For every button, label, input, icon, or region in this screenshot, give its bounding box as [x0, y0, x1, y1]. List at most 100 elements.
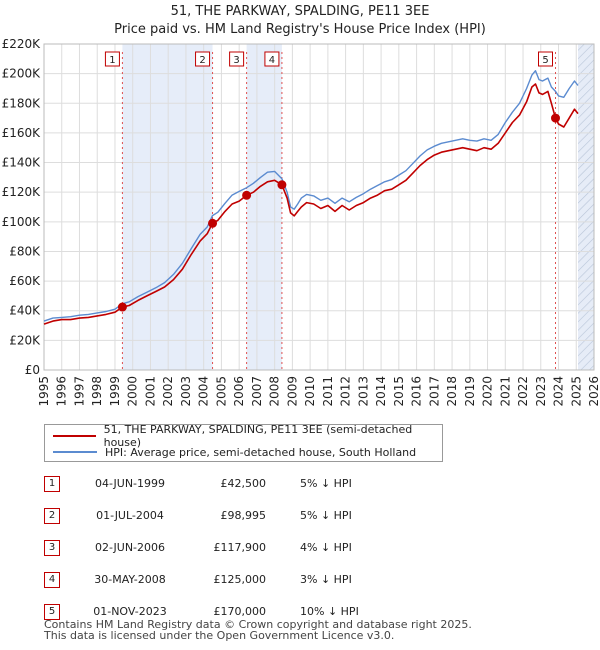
sale-label-box: [229, 51, 245, 67]
sale-number-badge: 2: [44, 508, 60, 524]
x-tick-label: 1997: [72, 376, 86, 407]
y-tick-label: £40K: [9, 304, 41, 318]
y-tick-label: £20K: [9, 333, 41, 347]
x-tick-label: 2021: [498, 376, 512, 407]
legend-item-hpi: HPI: Average price, semi-detached house,…: [53, 444, 416, 460]
x-tick-label: 2015: [392, 376, 406, 407]
x-tick-label: 1999: [108, 376, 122, 407]
x-tick-label: 2018: [445, 376, 459, 407]
sale-point: [551, 113, 560, 123]
hpi-line: [43, 70, 579, 322]
sale-price: £117,900: [213, 541, 267, 554]
x-tick-label: 2004: [197, 376, 211, 407]
plot-frame: [43, 43, 595, 371]
legend-label-hpi: HPI: Average price, semi-detached house,…: [105, 445, 417, 459]
sale-label-text: 1: [109, 55, 115, 66]
x-tick-label: 2005: [214, 376, 228, 407]
sale-label-text: 5: [542, 55, 548, 66]
sale-point: [277, 180, 287, 190]
sale-price: £42,500: [220, 477, 267, 490]
x-tick-label: 2013: [356, 376, 370, 407]
sale-label-box: [195, 51, 211, 67]
x-tick-label: 2012: [339, 376, 353, 407]
x-tick-label: 2023: [534, 376, 548, 407]
sale-date: 01-NOV-2023: [93, 605, 167, 618]
x-tick-label: 2017: [427, 376, 441, 407]
x-tick-label: 2019: [463, 376, 477, 407]
legend: 51, THE PARKWAY, SPALDING, PE11 3EE (sem…: [44, 423, 443, 462]
chart-title: 51, THE PARKWAY, SPALDING, PE11 3EE: [170, 4, 430, 19]
x-tick-label: 2020: [481, 376, 495, 407]
x-tick-label: 2014: [374, 376, 388, 407]
legend-swatch-hpi: [53, 451, 97, 453]
y-tick-label: £80K: [9, 244, 41, 258]
footer-credits: Contains HM Land Registry data © Crown c…: [44, 619, 472, 641]
table-row: 4 30-MAY-2008 £125,000 3% ↓ HPI: [0, 570, 600, 590]
footer-license: This data is licensed under the Open Gov…: [44, 629, 395, 642]
x-tick-label: 2006: [232, 376, 246, 407]
y-tick-label: £220K: [2, 37, 42, 51]
x-tick-label: 2016: [410, 376, 424, 407]
y-tick-label: £180K: [2, 96, 42, 110]
y-tick-label: £200K: [2, 67, 42, 81]
sale-date: 02-JUN-2006: [94, 541, 166, 554]
sale-price: £98,995: [220, 509, 267, 522]
legend-swatch-property: [53, 435, 96, 437]
y-tick-label: £120K: [2, 185, 42, 199]
sale-number-badge: 1: [44, 476, 60, 492]
x-tick-label: 2024: [552, 376, 566, 407]
chart-area: £0 £20K £40K £60K £80K £100K £120K £140K £160K £1…: [2, 37, 600, 407]
sale-hpi-diff: 5% ↓ HPI: [300, 509, 352, 522]
table-row: 3 02-JUN-2006 £117,900 4% ↓ HPI: [0, 538, 600, 558]
shaded-range: [122, 44, 213, 370]
table-row: 1 04-JUN-1999 £42,500 5% ↓ HPI: [0, 474, 600, 494]
sale-point: [208, 218, 218, 228]
x-tick-label: 2007: [250, 376, 264, 407]
shaded-range: [578, 44, 594, 370]
price-chart: £0 £20K £40K £60K £80K £100K £120K £140K £160K £1…: [2, 37, 600, 407]
sale-point: [117, 302, 127, 312]
y-tick-label: £160K: [2, 126, 42, 140]
sale-hpi-diff: 5% ↓ HPI: [300, 477, 352, 490]
sale-label-box: [538, 51, 553, 67]
shaded-range: [246, 44, 282, 370]
table-row: 2 01-JUL-2004 £98,995 5% ↓ HPI: [0, 506, 600, 526]
chart-subtitle: Price paid vs. HM Land Registry's House …: [114, 22, 486, 37]
x-tick-label: 2000: [126, 376, 140, 407]
legend-label-property: 51, THE PARKWAY, SPALDING, PE11 3EE (sem…: [103, 423, 413, 449]
sale-number-badge: 5: [44, 604, 60, 620]
table-row: 5 01-NOV-2023 £170,000 10% ↓ HPI: [0, 602, 600, 622]
sale-label-text: 3: [233, 55, 239, 66]
x-tick-label: 2003: [179, 376, 193, 407]
y-tick-label: £60K: [9, 274, 41, 288]
sale-label-text: 4: [269, 55, 275, 66]
x-tick-label: 1998: [90, 376, 104, 407]
x-tick-label: 2025: [569, 376, 583, 407]
sale-number-badge: 4: [44, 572, 60, 588]
sale-hpi-diff: 10% ↓ HPI: [300, 605, 359, 618]
sale-label-box: [104, 51, 120, 67]
sale-price: £125,000: [213, 573, 267, 586]
x-tick-label: 2022: [516, 376, 530, 407]
sale-hpi-diff: 4% ↓ HPI: [300, 541, 352, 554]
sale-label-box: [264, 51, 280, 67]
x-tick-label: 2011: [321, 376, 335, 407]
x-tick-label: 2009: [285, 376, 299, 407]
y-tick-label: £0: [25, 363, 40, 377]
x-tick-label: 2010: [303, 376, 317, 407]
x-tick-label: 1996: [55, 376, 69, 407]
x-tick-label: 1995: [37, 376, 51, 407]
sale-date: 04-JUN-1999: [94, 477, 166, 490]
legend-item-property: 51, THE PARKWAY, SPALDING, PE11 3EE (sem…: [53, 423, 442, 449]
x-tick-label: 2008: [268, 376, 282, 407]
sale-hpi-diff: 3% ↓ HPI: [300, 573, 352, 586]
x-tick-label: 2026: [587, 376, 600, 407]
x-tick-label: 2001: [143, 376, 157, 407]
y-tick-label: £140K: [2, 156, 42, 170]
sale-date: 30-MAY-2008: [94, 573, 166, 586]
sale-number-badge: 3: [44, 540, 60, 556]
sale-date: 01-JUL-2004: [96, 509, 164, 522]
x-tick-label: 2002: [161, 376, 175, 407]
y-tick-label: £100K: [2, 215, 42, 229]
property-price-line: [43, 83, 579, 325]
